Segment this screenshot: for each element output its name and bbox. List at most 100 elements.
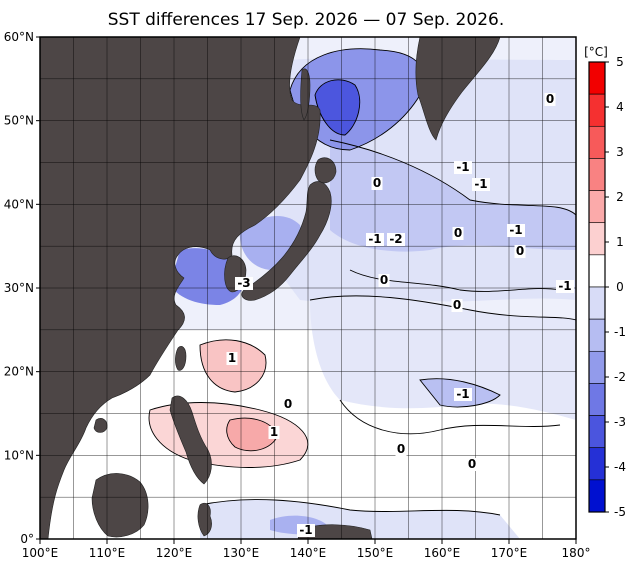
colorbar-swatch xyxy=(588,415,606,449)
contour-label: 0 xyxy=(373,176,381,190)
colorbar-label: 5 xyxy=(616,55,624,69)
contour-label-bg xyxy=(514,245,526,258)
contour-label-bg xyxy=(226,352,238,365)
graticule xyxy=(40,37,576,539)
colorbar: [°C] 5 4 3 2 1 0 -1 -2 -3 -4 -5 xyxy=(584,45,626,519)
sakhalin-island xyxy=(300,68,311,121)
contour-label: 0 xyxy=(380,273,388,287)
lat-tick-label: 30°N xyxy=(4,281,34,295)
contour-label: -1 xyxy=(456,387,469,401)
hokkaido-island xyxy=(314,157,337,184)
contour-label-bg xyxy=(466,458,478,471)
contour-label: -3 xyxy=(237,276,250,290)
lon-tick-label: 120°E xyxy=(156,546,193,560)
contour-label: 1 xyxy=(228,351,236,365)
hainan-island xyxy=(93,418,108,433)
lon-tick-label: 150°E xyxy=(357,546,394,560)
contour-label: 0 xyxy=(397,442,405,456)
colorbar-label: 2 xyxy=(616,190,624,204)
contour-label: 0 xyxy=(284,397,292,411)
colorbar-label: -5 xyxy=(614,505,626,519)
borneo-island xyxy=(91,473,149,538)
sst-anomaly-field xyxy=(40,37,576,539)
contour-label: 0 xyxy=(546,92,554,106)
contour-label-bg xyxy=(454,161,472,174)
contour-label: -1 xyxy=(299,523,312,537)
contour-label: 0 xyxy=(516,244,524,258)
colorbar-swatch xyxy=(588,286,606,320)
warm-patch-ryukyu xyxy=(200,339,266,392)
contour-label: -1 xyxy=(558,279,571,293)
contour-label-bg xyxy=(366,233,384,246)
contour-label: -1 xyxy=(456,160,469,174)
warm-core-philippine-sea xyxy=(226,418,278,451)
contour-label-bg xyxy=(507,224,525,237)
lon-tick-label: 130°E xyxy=(223,546,260,560)
colorbar-label: -1 xyxy=(614,325,626,339)
contour-label-bg xyxy=(452,227,464,240)
lon-tick-label: 110°E xyxy=(89,546,126,560)
colorbar-swatch xyxy=(588,222,606,256)
contour-label-bg xyxy=(454,388,472,401)
colorbar-labels: 5 4 3 2 1 0 -1 -2 -3 -4 -5 xyxy=(605,55,626,519)
colorbar-swatch xyxy=(588,447,606,481)
colorbar-swatch xyxy=(588,383,606,416)
colorbar-swatch xyxy=(588,93,606,127)
lat-tick-label: 0° xyxy=(20,532,34,546)
contour-label-bg xyxy=(235,277,253,290)
contour-label-bg xyxy=(378,274,390,287)
latitude-axis: 60°N 50°N 40°N 30°N 20°N 10°N 0° xyxy=(4,30,40,546)
colorbar-swatch xyxy=(588,61,606,95)
contour-label-bg xyxy=(472,178,490,191)
lon-tick-label: 140°E xyxy=(290,546,327,560)
philippine-islands xyxy=(169,395,212,485)
colorbar-swatch xyxy=(588,350,606,384)
lon-tick-label: 170°E xyxy=(491,546,528,560)
subtropical-blue xyxy=(310,295,576,420)
contour-label-bg xyxy=(544,93,556,106)
colorbar-label: -2 xyxy=(614,370,626,384)
contour-label-bg xyxy=(395,443,407,456)
longitude-axis: 100°E 110°E 120°E 130°E 140°E 150°E 160°E 170°E… xyxy=(22,539,591,560)
contour-label: -1 xyxy=(368,232,381,246)
contour-label: 0 xyxy=(454,226,462,240)
lon-tick-label: 100°E xyxy=(22,546,59,560)
map-title: SST differences 17 Sep. 2026 — 07 Sep. 2… xyxy=(107,10,505,30)
contour-label-bg xyxy=(297,524,315,537)
colorbar-label: 0 xyxy=(616,280,624,294)
contour-label-bg xyxy=(387,233,405,246)
lat-tick-label: 40°N xyxy=(4,197,34,211)
colorbar-swatch xyxy=(588,125,606,159)
lat-tick-label: 10°N xyxy=(4,448,34,462)
contour-label: -1 xyxy=(474,177,487,191)
colorbar-swatch xyxy=(588,158,606,191)
colorbar-label: -3 xyxy=(614,415,626,429)
lon-tick-label: 160°E xyxy=(424,546,461,560)
colorbar-label: 1 xyxy=(616,235,624,249)
colorbar-swatch xyxy=(588,479,606,513)
contour-label: 1 xyxy=(270,425,278,439)
colorbar-swatch xyxy=(588,318,606,352)
colorbar-unit: [°C] xyxy=(584,45,608,59)
colorbar-label: 3 xyxy=(616,145,624,159)
contour-label: -1 xyxy=(509,223,522,237)
colorbar-label: -4 xyxy=(614,460,626,474)
lat-tick-label: 50°N xyxy=(4,114,34,128)
contour-label-bg xyxy=(268,426,280,439)
lat-tick-label: 20°N xyxy=(4,365,34,379)
contour-label-bg xyxy=(451,299,463,312)
kamchatka-peninsula xyxy=(415,37,501,141)
okhotsk-core xyxy=(315,79,360,135)
contour-label-bg xyxy=(282,398,294,411)
contour-label-bg xyxy=(556,280,574,293)
colorbar-swatch xyxy=(588,254,606,288)
lat-tick-label: 60°N xyxy=(4,30,34,44)
contour-label: -2 xyxy=(389,232,402,246)
colorbar-swatch xyxy=(588,190,606,224)
contour-label-bg xyxy=(371,177,383,190)
lon-tick-label: 180° xyxy=(562,546,591,560)
contour-label: 0 xyxy=(453,298,461,312)
taiwan-island xyxy=(175,346,187,371)
